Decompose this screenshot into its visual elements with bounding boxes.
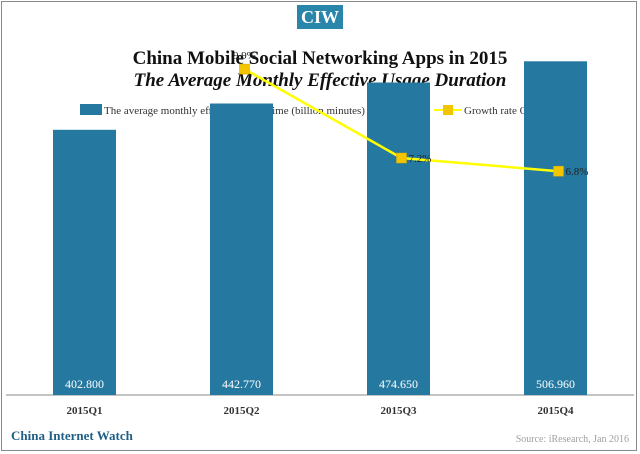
legend-line-marker [443,105,453,115]
bar-value-label: 506.960 [536,377,575,391]
footer-source: Source: iResearch, Jan 2016 [515,434,629,445]
footer-brand: China Internet Watch [11,428,133,443]
ciw-logo-badge: CIW [297,5,343,29]
growth-rate-label: 6.8% [566,166,589,178]
legend-bar-swatch [80,104,102,115]
bar-2015Q3 [367,82,430,395]
growth-rate-label: 7.2% [409,153,432,165]
bar-2015Q1 [53,129,116,396]
growth-rate-label: 9.9% [233,50,256,62]
bar-value-label: 442.770 [222,377,261,391]
chart-title: China Mobile Social Networking Apps in 2… [133,48,508,69]
chart-subtitle: The Average Monthly Effective Usage Dura… [134,70,507,91]
growth-marker [396,152,407,164]
bar-2015Q2 [210,103,273,395]
x-tick-label: 2015Q3 [380,405,417,417]
bar-value-label: 402.800 [65,377,104,391]
growth-marker [239,63,250,75]
bar-2015Q4 [524,61,587,396]
x-tick-label: 2015Q4 [537,405,574,417]
growth-marker [553,165,564,177]
bar-value-label: 474.650 [379,377,418,391]
x-tick-label: 2015Q2 [223,405,260,417]
x-tick-label: 2015Q1 [66,405,102,417]
